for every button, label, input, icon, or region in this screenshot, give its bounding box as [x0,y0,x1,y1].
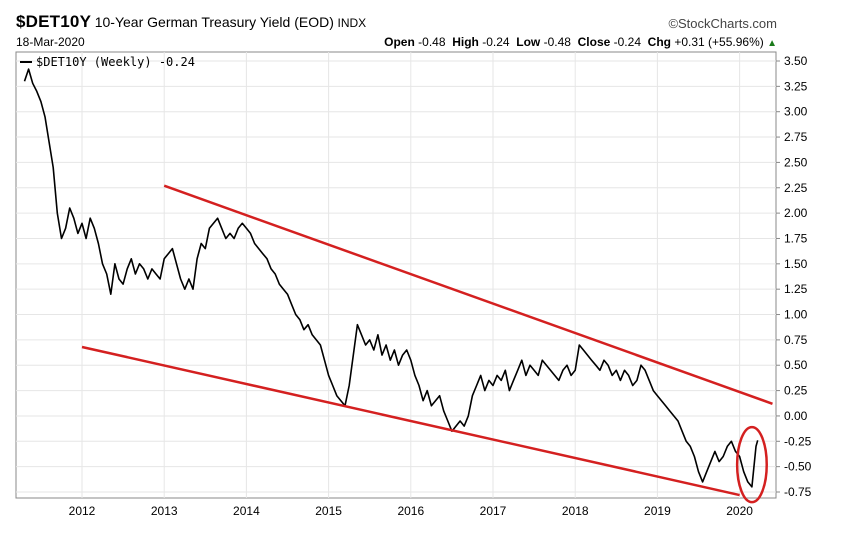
close-label: Close [577,35,611,49]
x-tick-label: 2012 [69,504,96,518]
grid [16,52,776,498]
highlight-circle [735,425,768,504]
chart-date: 18-Mar-2020 [16,35,85,49]
low-value: -0.48 [543,35,571,49]
low-label: Low [516,35,541,49]
y-tick-label: 0.75 [784,333,808,347]
y-tick-label: 1.00 [784,308,808,322]
y-axis: 3.50 3.25 3.00 2.75 2.50 2.25 2.00 1.75 1.50 1.25… [776,54,812,499]
y-tick-label: 2.75 [784,130,808,144]
series-layer [23,68,759,488]
y-tick-label: -0.75 [784,485,812,499]
annotation-layer [81,184,773,504]
plot-area [15,51,777,499]
chart-header: $DET10Y 10-Year German Treasury Yield (E… [16,12,366,32]
x-tick-label: 2019 [644,504,671,518]
trendline [81,345,740,497]
trendline [163,184,773,405]
y-tick-label: 1.25 [784,282,808,296]
y-tick-label: 1.75 [784,231,808,245]
high-value: -0.24 [482,35,510,49]
y-tick-label: 0.50 [784,358,808,372]
x-tick-label: 2014 [233,504,260,518]
y-tick-label: 3.25 [784,79,808,93]
x-tick-label: 2020 [726,504,753,518]
ohlc-summary: Open -0.48 High -0.24 Low -0.48 Close -0… [384,35,777,49]
change-value: +0.31 (+55.96%) [674,35,764,49]
legend-label: $DET10Y (Weekly) -0.24 [36,55,195,69]
y-tick-label: 0.25 [784,384,808,398]
brand-label: ©StockCharts.com [668,16,777,31]
y-tick-label: 3.50 [784,54,808,68]
y-tick-label: -0.25 [784,434,812,448]
x-tick-label: 2017 [480,504,507,518]
high-label: High [452,35,479,49]
y-tick-label: 1.50 [784,257,808,271]
ticker-description: 10-Year German Treasury Yield (EOD) [94,14,334,30]
close-value: -0.24 [613,35,641,49]
x-tick-label: 2015 [315,504,342,518]
y-tick-label: -0.50 [784,460,812,474]
x-tick-label: 2018 [562,504,589,518]
open-label: Open [384,35,415,49]
x-tick-label: 2013 [151,504,178,518]
change-label: Chg [647,35,671,49]
y-tick-label: 3.00 [784,105,808,119]
y-tick-label: 2.50 [784,155,808,169]
y-tick-label: 0.00 [784,409,808,423]
series-line [23,68,759,488]
y-tick-label: 2.25 [784,181,808,195]
x-axis: 2012 2013 2014 2015 2016 2017 2018 2019 2020 [69,504,754,518]
exchange-label: INDX [337,16,367,30]
legend: $DET10Y (Weekly) -0.24 [20,55,195,69]
y-tick-label: 2.00 [784,206,808,220]
x-tick-label: 2016 [397,504,424,518]
open-value: -0.48 [418,35,446,49]
ticker-symbol: $DET10Y [16,12,92,31]
up-arrow-icon: ▲ [767,38,777,49]
